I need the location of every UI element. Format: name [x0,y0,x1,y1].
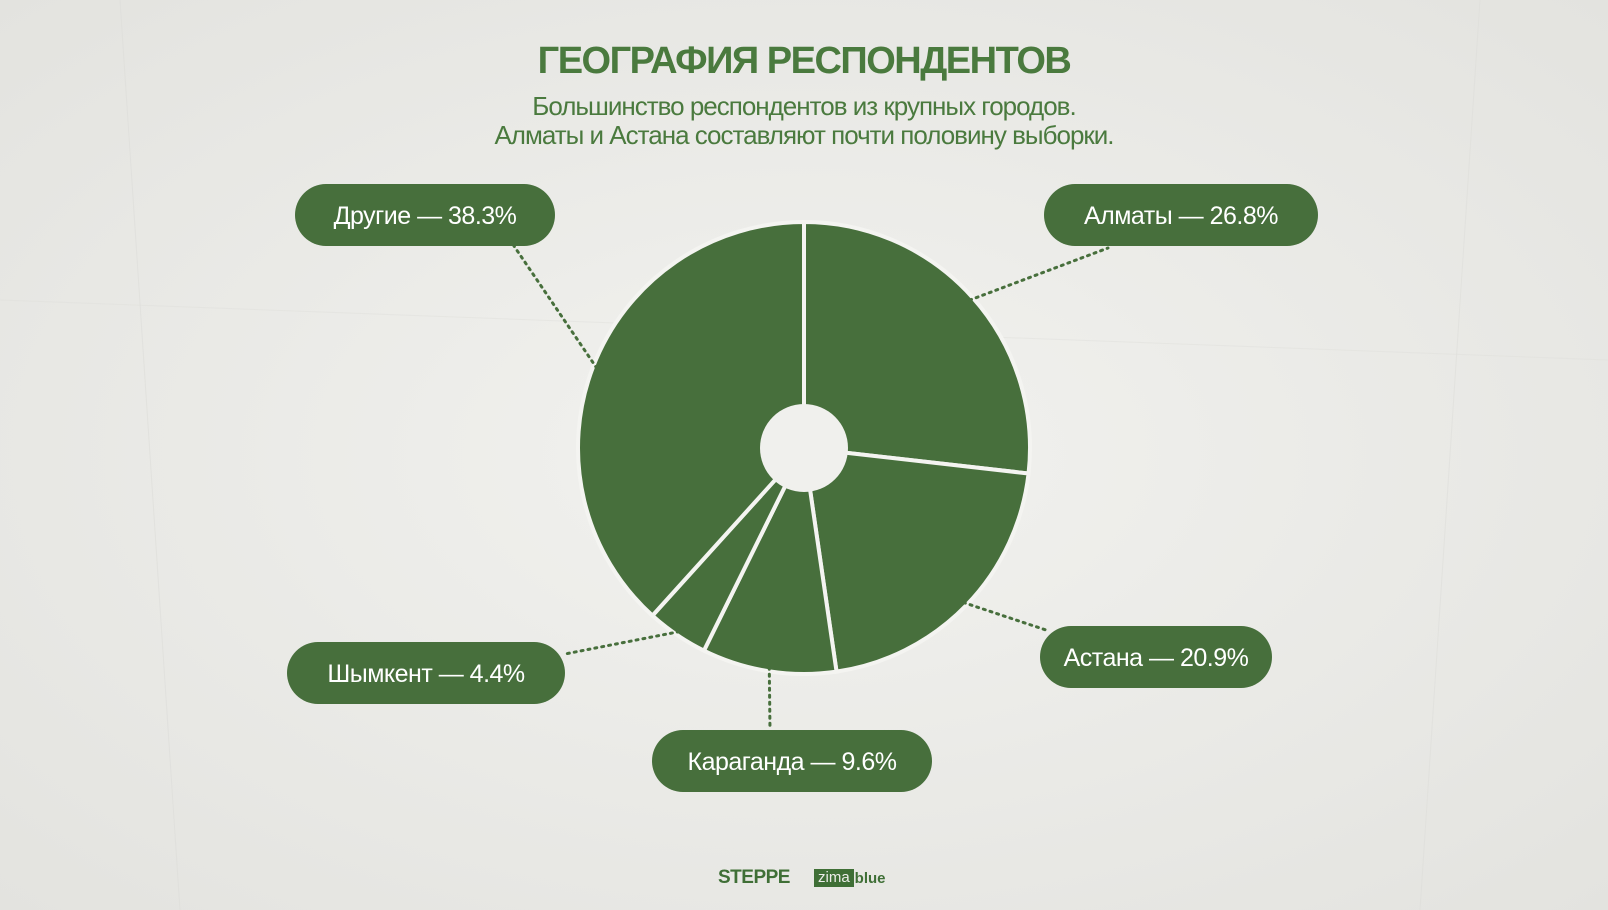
zima-blue-logo: zima blue [814,866,886,890]
data-label-text: Другие — 38.3% [334,202,517,230]
donut-hole [760,404,848,492]
data-label-Караганда: Караганда — 9.6% [652,730,932,792]
steppe-logo: STEPPE [718,866,790,890]
pie-slice-Караганда [701,441,839,676]
data-label-text: Алматы — 26.8% [1084,202,1278,230]
leader-line-Шымкент [563,630,681,656]
data-label-pill [1044,184,1318,246]
pie-slice-Астана [801,445,1031,674]
data-label-pill [287,642,565,704]
blue-logo-text: blue [854,869,886,887]
page-subtitle: Большинство респондентов из крупных горо… [0,92,1608,150]
subtitle-line-2: Алматы и Астана составляют почти половин… [494,120,1114,150]
data-label-Шымкент: Шымкент — 4.4% [287,642,565,704]
data-label-Другие: Другие — 38.3% [295,184,555,246]
leader-line-Алматы [968,246,1110,302]
pie-slice-Алматы [802,219,1033,476]
data-label-pill [1040,626,1272,688]
steppe-logo-text: STEPPE [718,867,790,888]
data-label-text: Караганда — 9.6% [688,748,897,776]
data-label-Астана: Астана — 20.9% [1040,626,1272,688]
data-label-text: Шымкент — 4.4% [327,660,525,688]
subtitle-line-1: Большинство респондентов из крупных горо… [532,91,1076,121]
zima-logo-text: zima [814,869,854,887]
data-label-Алматы: Алматы — 26.8% [1044,184,1318,246]
leader-line-Караганда [767,665,772,732]
pie-slice-Другие [576,219,806,619]
leader-line-Астана [961,600,1048,632]
data-label-text: Астана — 20.9% [1064,644,1249,672]
leader-line-Другие [512,244,599,370]
page-title: ГЕОГРАФИЯ РЕСПОНДЕНТОВ [537,40,1072,82]
data-label-pill [652,730,932,792]
data-label-pill [295,184,555,246]
